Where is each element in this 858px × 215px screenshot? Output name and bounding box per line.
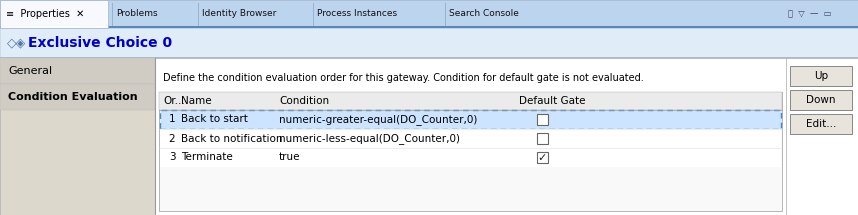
Bar — [1, 1, 107, 27]
Text: Condition Evaluation: Condition Evaluation — [8, 92, 137, 102]
Text: Name: Name — [181, 96, 212, 106]
Text: numeric-less-equal(DO_Counter,0): numeric-less-equal(DO_Counter,0) — [279, 133, 460, 144]
Bar — [791, 91, 853, 111]
Text: ◇◈: ◇◈ — [7, 37, 27, 49]
Text: Terminate: Terminate — [181, 152, 233, 163]
Text: Up: Up — [814, 71, 828, 81]
Text: ✓: ✓ — [538, 152, 547, 163]
Bar — [537, 114, 548, 125]
Text: Exclusive Choice 0: Exclusive Choice 0 — [28, 36, 172, 50]
Text: ≡  Properties  ✕: ≡ Properties ✕ — [6, 9, 84, 19]
Text: Default Gate: Default Gate — [519, 96, 585, 106]
Bar — [159, 92, 782, 211]
Text: 2: 2 — [169, 134, 175, 143]
Text: numeric-greater-equal(DO_Counter,0): numeric-greater-equal(DO_Counter,0) — [279, 114, 477, 125]
Bar — [790, 90, 852, 110]
Text: Identity Browser: Identity Browser — [202, 9, 276, 18]
Bar — [0, 84, 155, 110]
Bar — [0, 0, 858, 28]
Bar — [0, 58, 155, 215]
Bar — [160, 129, 781, 148]
Bar — [160, 110, 781, 129]
Text: Back to start: Back to start — [181, 115, 248, 124]
Bar — [790, 66, 852, 86]
Text: Edit...: Edit... — [806, 119, 837, 129]
Bar — [0, 28, 858, 58]
Bar — [160, 148, 781, 167]
Bar — [790, 114, 852, 134]
Text: Down: Down — [807, 95, 836, 105]
Bar — [791, 115, 853, 135]
Bar — [537, 133, 548, 144]
Text: General: General — [8, 66, 52, 76]
Bar — [791, 67, 853, 87]
Text: Search Console: Search Console — [449, 9, 519, 18]
Text: true: true — [279, 152, 300, 163]
Text: Problems: Problems — [116, 9, 158, 18]
Bar — [0, 58, 155, 84]
Text: 1: 1 — [169, 115, 175, 124]
Bar — [155, 58, 858, 215]
Text: Condition: Condition — [279, 96, 329, 106]
Text: Or...: Or... — [163, 96, 184, 106]
Bar — [0, 26, 858, 28]
Bar — [0, 57, 858, 58]
Bar — [159, 92, 782, 110]
Text: 3: 3 — [169, 152, 175, 163]
Text: Back to notification: Back to notification — [181, 134, 282, 143]
Text: Process Instances: Process Instances — [317, 9, 397, 18]
Bar — [0, 0, 108, 28]
Text: 🖊  ▽  —  ▭: 🖊 ▽ — ▭ — [788, 9, 831, 18]
Bar — [537, 152, 548, 163]
Text: Define the condition evaluation order for this gateway. Condition for default ga: Define the condition evaluation order fo… — [163, 73, 644, 83]
